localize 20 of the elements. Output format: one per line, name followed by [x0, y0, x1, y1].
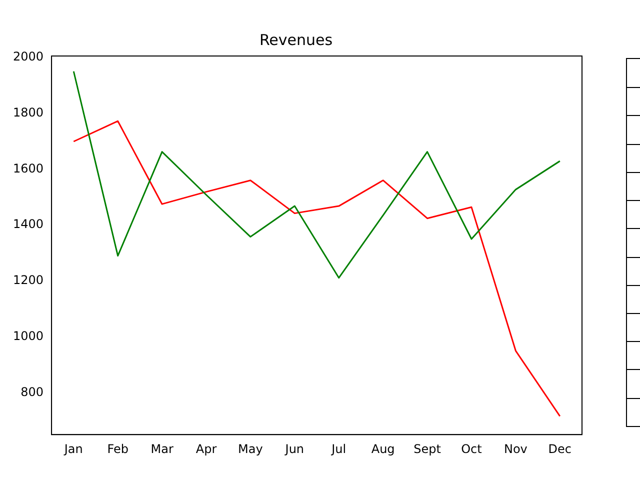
x-tick-label: Oct	[461, 442, 482, 456]
x-tick-label: Aug	[371, 442, 395, 456]
y-tick-label: 1600	[12, 161, 44, 176]
x-tick-label: May	[238, 442, 263, 456]
x-tick-label: Nov	[504, 442, 528, 456]
x-tick-label: Jul	[330, 442, 346, 456]
y-tick-label: 2000	[12, 50, 44, 64]
chart-title: Revenues	[259, 30, 333, 49]
x-tick-label: Mar	[150, 442, 174, 456]
x-tick-label: Feb	[107, 442, 128, 456]
y-tick-label: 1400	[12, 217, 44, 232]
x-tick-label: Dec	[548, 442, 572, 456]
x-tick-label: Jan	[63, 442, 83, 456]
y-tick-label: 1800	[12, 105, 44, 120]
y-tick-label: 800	[20, 384, 44, 399]
x-tick-label: Jun	[284, 442, 304, 456]
x-tick-label: Sept	[414, 442, 442, 456]
y-tick-label: 1200	[12, 273, 44, 288]
y-tick-label: 1000	[12, 328, 44, 343]
x-tick-label: Apr	[196, 442, 217, 456]
